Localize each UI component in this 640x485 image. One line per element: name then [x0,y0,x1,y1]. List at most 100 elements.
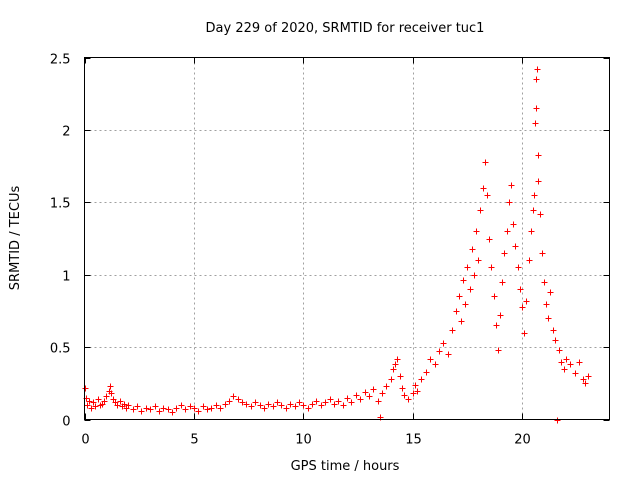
data-point [90,399,97,406]
data-point [519,304,526,311]
data-point [147,406,154,413]
data-point [335,398,342,405]
data-point [160,405,167,412]
data-point [383,383,390,390]
data-point [357,396,364,403]
data-point [392,361,399,368]
y-tick-label: 2 [62,125,70,140]
data-point [213,402,220,409]
data-point [580,376,587,383]
data-point [103,393,110,400]
data-point [243,401,250,408]
y-tick-label: 0.5 [50,342,71,357]
data-point [101,398,108,405]
data-point [278,402,285,409]
data-point [169,409,176,416]
data-point [460,277,467,284]
y-axis-title: SRMTID / TECUs [8,186,23,291]
data-point [482,159,489,166]
data-point [537,211,544,218]
data-point [379,390,386,397]
data-point [462,301,469,308]
grid-layer [84,57,610,420]
data-point [388,376,395,383]
data-point [399,385,406,392]
data-point [567,361,574,368]
data-point [436,348,443,355]
data-point [484,192,491,199]
data-point [252,399,259,406]
data-point [261,405,268,412]
x-tick-label: 20 [514,433,531,448]
data-point [493,322,500,329]
data-point [195,408,202,415]
data-point [248,403,255,410]
data-point [222,401,229,408]
data-point [453,308,460,315]
data-point [572,370,579,377]
data-point [445,351,452,358]
data-point [532,120,539,127]
x-tick-label: 15 [405,433,422,448]
data-point [401,392,408,399]
x-axis-title: GPS time / hours [291,459,400,474]
data-point [287,401,294,408]
data-point [130,406,137,413]
data-point [526,257,533,264]
data-point [397,373,404,380]
data-point [331,401,338,408]
y-tick-label: 2.5 [50,53,71,68]
data-point [471,272,478,279]
data-point [152,403,159,410]
data-point [506,199,513,206]
data-point [556,347,563,354]
tick-layer: 0 0.5 1 1.5 2 2.5 0 5 10 15 20 [50,53,610,448]
data-point [440,340,447,347]
data-point [467,286,474,293]
data-point [309,401,316,408]
data-point [208,405,215,412]
data-point [305,405,312,412]
data-point [499,279,506,286]
data-point [480,185,487,192]
plot-frame [84,57,610,420]
data-point [178,402,185,409]
data-point [394,356,401,363]
data-point [561,366,568,373]
data-point [550,327,557,334]
data-point [539,250,546,257]
data-point [510,221,517,228]
data-point [517,286,524,293]
data-point [488,264,495,271]
data-point [82,385,89,392]
data-point [405,396,412,403]
data-point [114,402,121,409]
data-point [508,182,515,189]
data-point [121,401,128,408]
data-point [366,393,373,400]
data-point [108,390,115,397]
data-point [362,389,369,396]
data-point [390,366,397,373]
data-point [497,312,504,319]
data-point [92,403,99,410]
data-point [200,403,207,410]
data-point [257,402,264,409]
data-point [84,402,91,409]
data-point [187,403,194,410]
y-tick-label: 1.5 [50,197,71,212]
data-point [543,301,550,308]
data-point [528,228,535,235]
data-point [530,207,537,214]
data-point [458,318,465,325]
data-point [235,396,242,403]
data-point [582,380,589,387]
data-point [495,347,502,354]
data-point [230,393,237,400]
data-point [477,207,484,214]
data-point [432,361,439,368]
data-point [125,402,132,409]
data-point [95,396,102,403]
